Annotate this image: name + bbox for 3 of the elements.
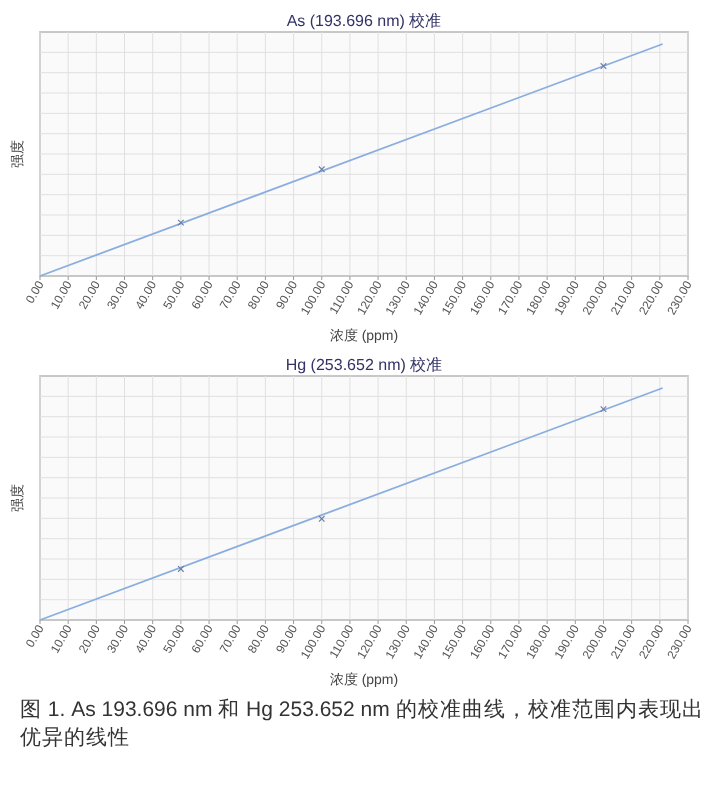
chart-title: Hg (253.652 nm) 校准 <box>285 356 443 374</box>
caption: 图 1. As 193.696 nm 和 Hg 253.652 nm 的校准曲线，校准范围内表现出优异的线性 <box>20 696 706 752</box>
chart-title: As (193.696 nm) 校准 <box>286 12 442 30</box>
